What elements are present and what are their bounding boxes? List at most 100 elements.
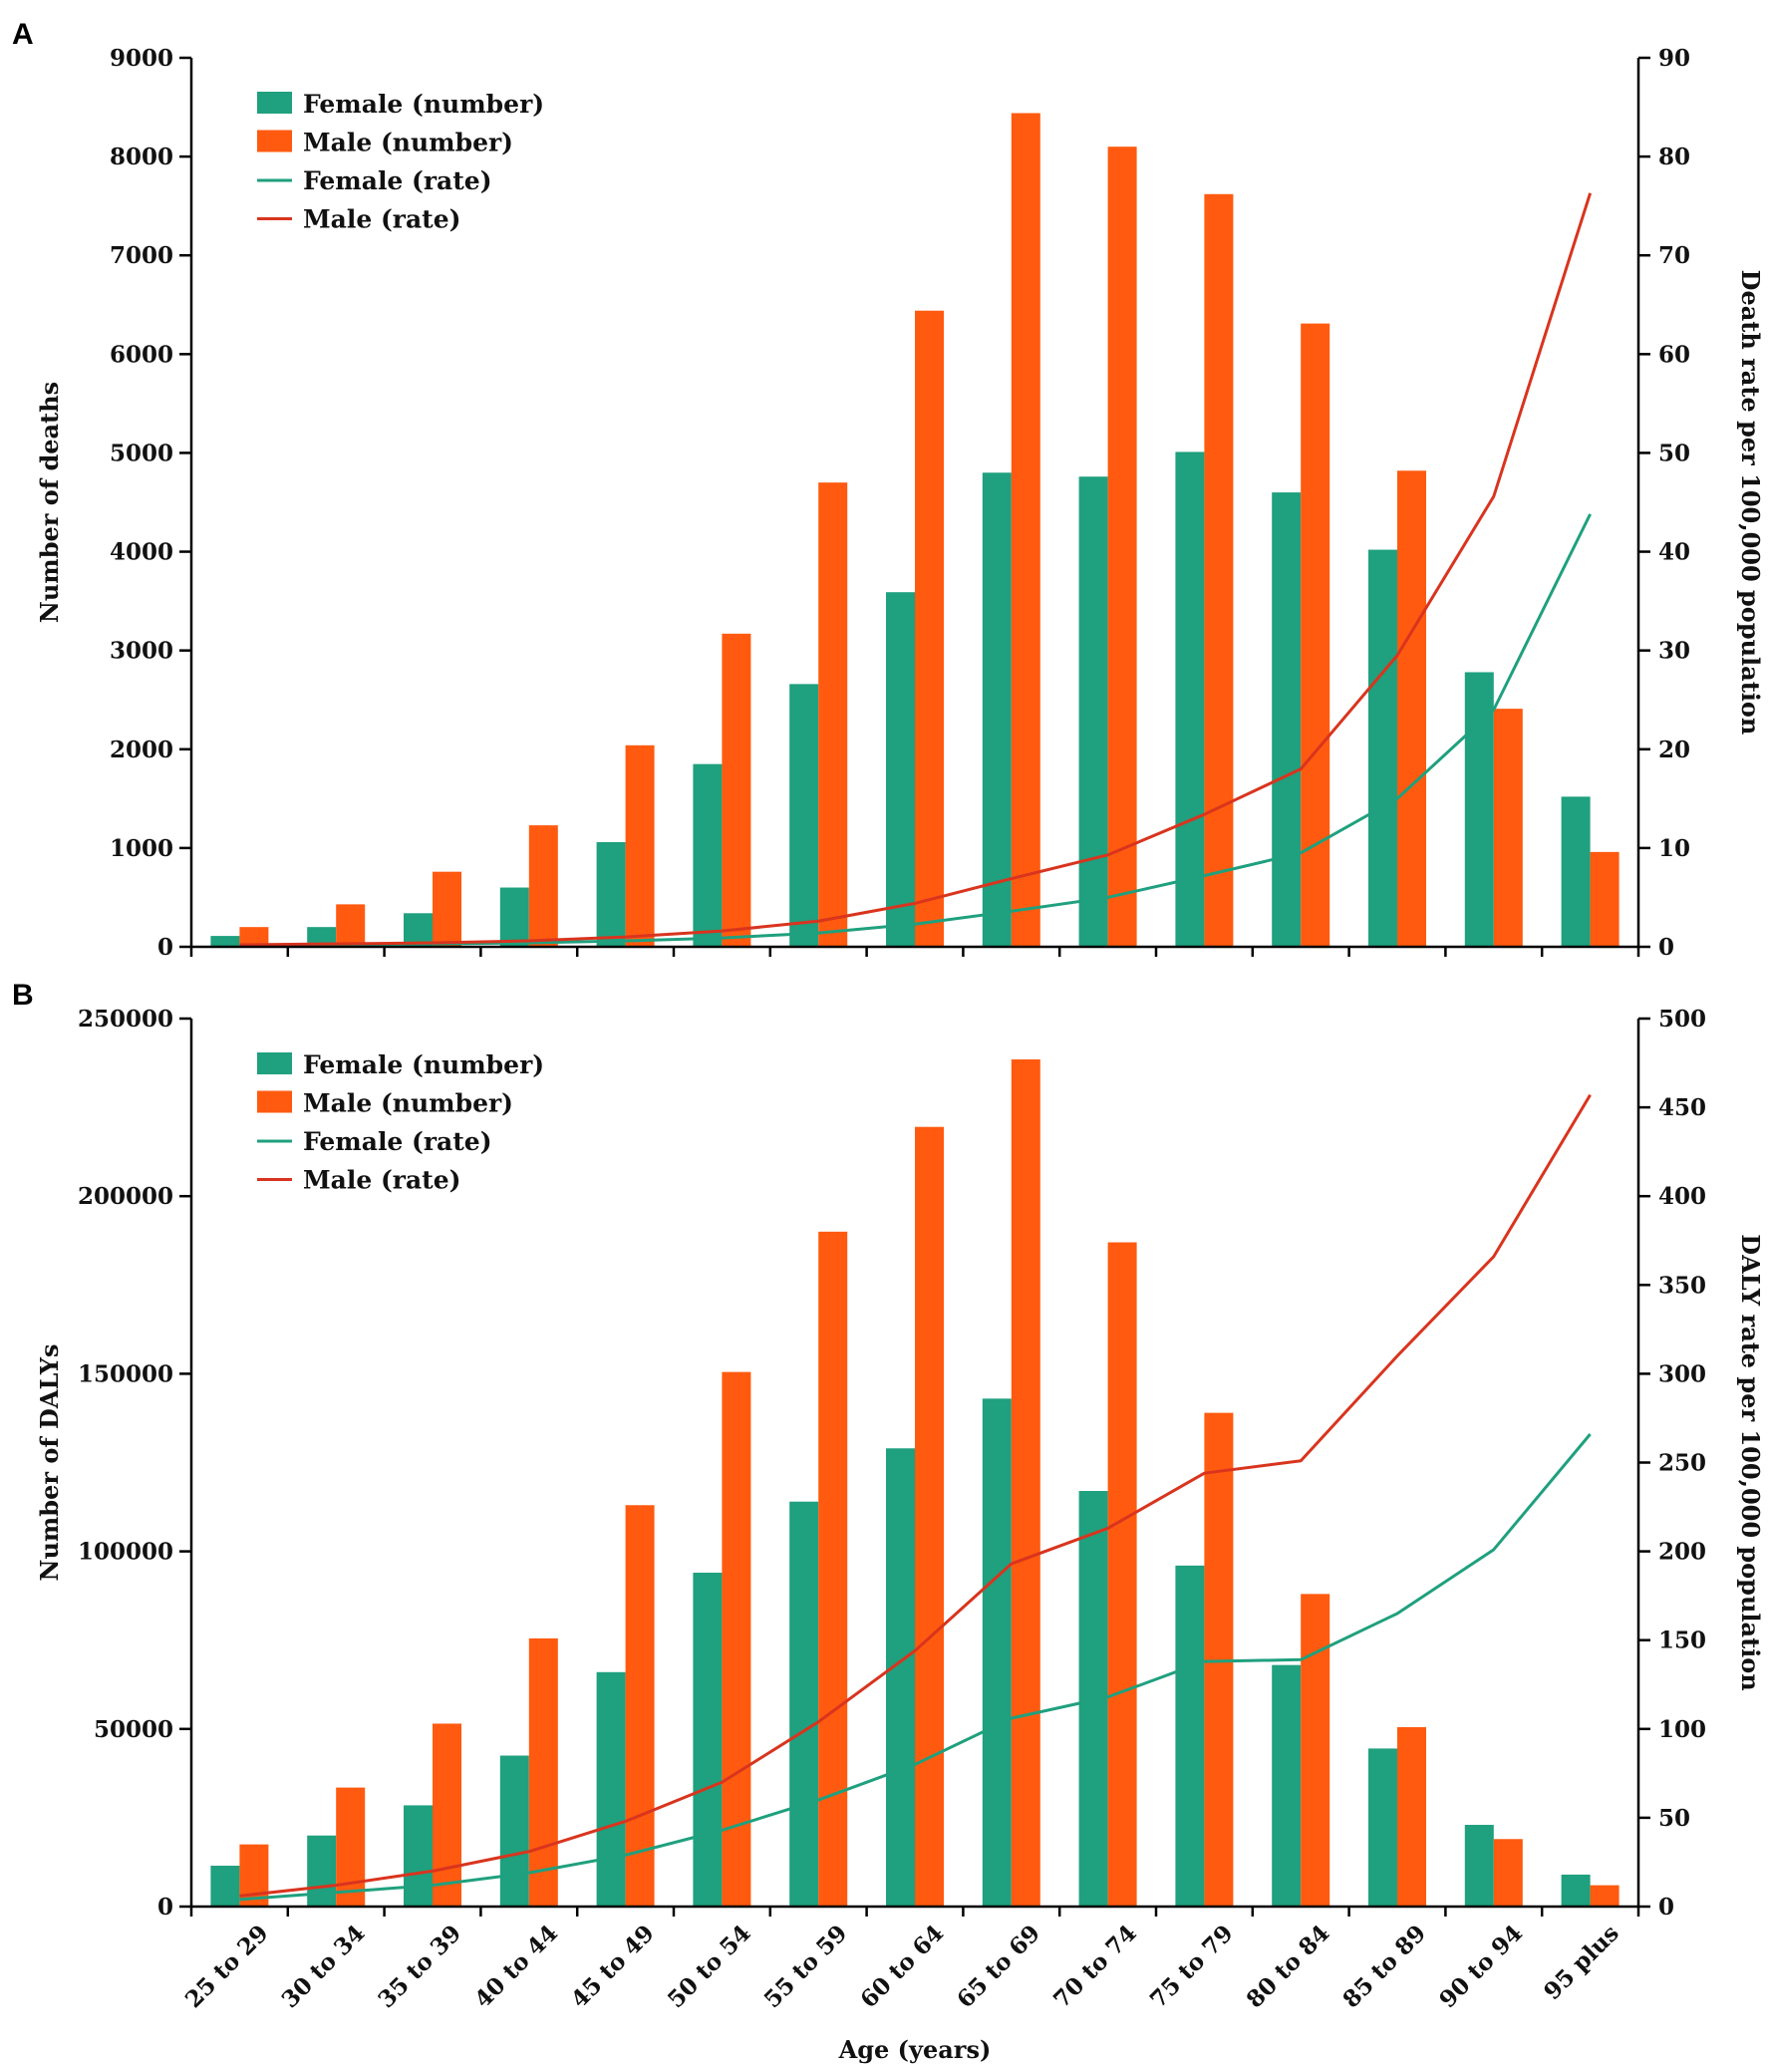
legend-swatch: [257, 1090, 292, 1113]
y-tick-label: 3000: [110, 638, 173, 665]
x-tick-label: 25 to 29: [180, 1920, 274, 2013]
y2-tick-label: 50: [1658, 1805, 1690, 1832]
y2-tick-label: 0: [1658, 1894, 1674, 1921]
bar: [693, 763, 723, 947]
x-tick-label: 90 to 94: [1434, 1920, 1528, 2013]
x-tick-label: 60 to 64: [855, 1920, 949, 2013]
bar: [404, 1805, 433, 1907]
y-tick-label: 100000: [78, 1539, 173, 1566]
bar: [1590, 1885, 1620, 1907]
panel-label: B: [12, 979, 34, 1012]
y2-tick-label: 300: [1658, 1360, 1706, 1387]
legend-swatch: [257, 130, 292, 152]
bar: [528, 825, 558, 947]
bar: [1011, 1058, 1040, 1907]
bar: [818, 482, 848, 947]
bar: [625, 744, 655, 947]
bar: [1107, 147, 1137, 947]
bar: [1301, 1594, 1330, 1907]
bar: [499, 1755, 529, 1907]
legend-swatch: [257, 92, 292, 114]
y-tick-label: 4000: [110, 539, 173, 566]
bar: [789, 684, 819, 947]
bar: [1368, 1748, 1397, 1907]
y2-tick-label: 70: [1658, 242, 1690, 269]
x-tick-label: 40 to 44: [469, 1920, 563, 2013]
y-tick-label: 0: [157, 1894, 173, 1921]
bar: [433, 871, 461, 947]
y-tick-label: 2000: [110, 737, 173, 763]
bar: [1397, 1727, 1426, 1907]
x-tick-label: 45 to 49: [566, 1920, 660, 2013]
bar: [1204, 193, 1234, 948]
bar: [722, 633, 751, 947]
y-tick-label: 250000: [78, 1006, 173, 1033]
line-series-female-rate: [239, 1433, 1592, 1902]
bar: [1493, 709, 1523, 947]
y2-tick-label: 20: [1658, 737, 1690, 763]
y-tick-label: 1000: [110, 835, 173, 862]
bar: [1561, 1874, 1591, 1907]
bar: [239, 927, 269, 947]
bar: [210, 1866, 240, 1907]
chart-panel-a: A 0 1000 2000 3000 4000 5000 6000 7000 8000 9000 0 1…: [12, 18, 1765, 961]
bar: [596, 1671, 626, 1907]
line-series-male-rate: [239, 1093, 1592, 1898]
x-tick-label: 30 to 34: [276, 1920, 370, 2013]
y-tick-label: 50000: [94, 1716, 173, 1743]
y2-axis-title: DALY rate per 100,000 population: [1736, 1234, 1765, 1690]
bar: [1272, 492, 1302, 947]
x-tick-label: 35 to 39: [373, 1920, 466, 2013]
x-tick-label: 65 to 69: [952, 1920, 1045, 2013]
bar: [1011, 113, 1040, 948]
bar: [336, 904, 366, 947]
y-axis-title: Number of deaths: [35, 382, 64, 623]
bar: [528, 1637, 558, 1907]
bar: [1397, 470, 1426, 947]
y2-tick-label: 350: [1658, 1272, 1706, 1299]
bar: [1175, 1565, 1205, 1907]
panel-label: A: [12, 18, 34, 51]
y2-tick-label: 60: [1658, 341, 1690, 368]
bar: [915, 1126, 944, 1907]
y2-tick-label: 450: [1658, 1094, 1706, 1121]
bar: [1590, 851, 1620, 947]
legend: Female (number) Male (number) Female (rate…: [257, 90, 544, 234]
x-tick-label: 75 to 79: [1145, 1920, 1239, 2013]
y-tick-label: 5000: [110, 440, 173, 466]
bar: [886, 1448, 915, 1907]
y-tick-label: 150000: [78, 1360, 173, 1387]
y2-tick-label: 100: [1658, 1716, 1706, 1743]
bar: [1561, 796, 1591, 947]
bar: [1464, 672, 1494, 947]
x-tick-label: 55 to 59: [758, 1920, 852, 2013]
bar: [1272, 1664, 1302, 1907]
y2-tick-label: 90: [1658, 45, 1690, 72]
bar: [722, 1371, 751, 1907]
y2-tick-label: 400: [1658, 1183, 1706, 1210]
y2-tick-label: 30: [1658, 638, 1690, 665]
bar: [307, 927, 337, 947]
legend-label: Female (number): [303, 1050, 544, 1079]
y2-tick-label: 250: [1658, 1450, 1706, 1477]
y-tick-label: 8000: [110, 144, 173, 170]
legend-swatch: [257, 1052, 292, 1074]
bar: [433, 1723, 461, 1907]
y-tick-label: 9000: [110, 45, 173, 72]
bar: [915, 310, 944, 947]
bar: [982, 1398, 1012, 1907]
y2-tick-label: 50: [1658, 440, 1690, 466]
legend-label: Male (rate): [303, 205, 460, 234]
y-tick-label: 0: [157, 934, 173, 961]
bar: [210, 936, 240, 947]
x-tick-label: 70 to 74: [1048, 1920, 1142, 2013]
bar: [404, 913, 433, 947]
legend-label: Male (number): [303, 1089, 513, 1118]
x-tick-label: 50 to 54: [663, 1920, 756, 2013]
bar: [1301, 323, 1330, 947]
bar: [982, 472, 1012, 947]
legend-label: Female (number): [303, 90, 544, 119]
bar: [1175, 451, 1205, 947]
legend-label: Male (number): [303, 129, 513, 157]
